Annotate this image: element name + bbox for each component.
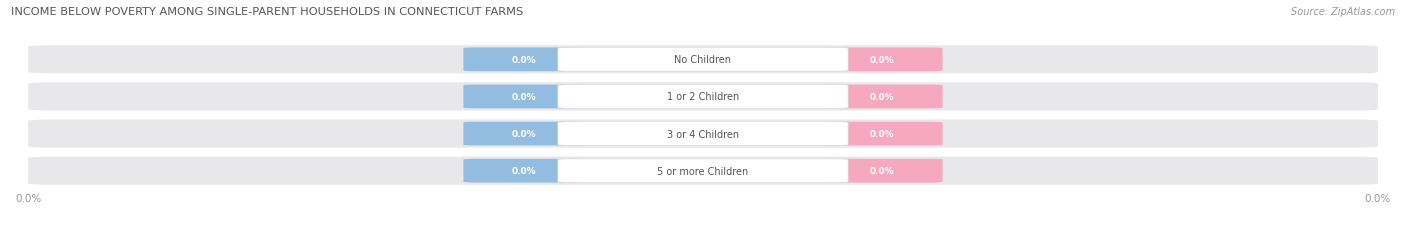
FancyBboxPatch shape	[821, 48, 942, 72]
FancyBboxPatch shape	[558, 48, 848, 72]
FancyBboxPatch shape	[28, 157, 1378, 185]
Text: 0.0%: 0.0%	[512, 167, 537, 175]
Text: No Children: No Children	[675, 55, 731, 65]
Text: 0.0%: 0.0%	[512, 93, 537, 101]
FancyBboxPatch shape	[28, 83, 1378, 111]
FancyBboxPatch shape	[28, 120, 1378, 148]
Text: 5 or more Children: 5 or more Children	[658, 166, 748, 176]
FancyBboxPatch shape	[28, 46, 1378, 74]
FancyBboxPatch shape	[464, 85, 585, 109]
Text: 3 or 4 Children: 3 or 4 Children	[666, 129, 740, 139]
FancyBboxPatch shape	[464, 122, 585, 146]
FancyBboxPatch shape	[821, 85, 942, 109]
FancyBboxPatch shape	[464, 48, 585, 72]
FancyBboxPatch shape	[558, 85, 848, 109]
FancyBboxPatch shape	[558, 122, 848, 146]
Text: 0.0%: 0.0%	[512, 56, 537, 64]
FancyBboxPatch shape	[464, 159, 585, 183]
FancyBboxPatch shape	[558, 159, 848, 183]
Text: 0.0%: 0.0%	[869, 93, 894, 101]
Text: 0.0%: 0.0%	[869, 167, 894, 175]
Text: 0.0%: 0.0%	[512, 130, 537, 138]
Text: 0.0%: 0.0%	[869, 130, 894, 138]
FancyBboxPatch shape	[821, 159, 942, 183]
FancyBboxPatch shape	[821, 122, 942, 146]
Text: Source: ZipAtlas.com: Source: ZipAtlas.com	[1291, 7, 1395, 17]
Text: 1 or 2 Children: 1 or 2 Children	[666, 92, 740, 102]
Text: 0.0%: 0.0%	[869, 56, 894, 64]
Text: INCOME BELOW POVERTY AMONG SINGLE-PARENT HOUSEHOLDS IN CONNECTICUT FARMS: INCOME BELOW POVERTY AMONG SINGLE-PARENT…	[11, 7, 523, 17]
